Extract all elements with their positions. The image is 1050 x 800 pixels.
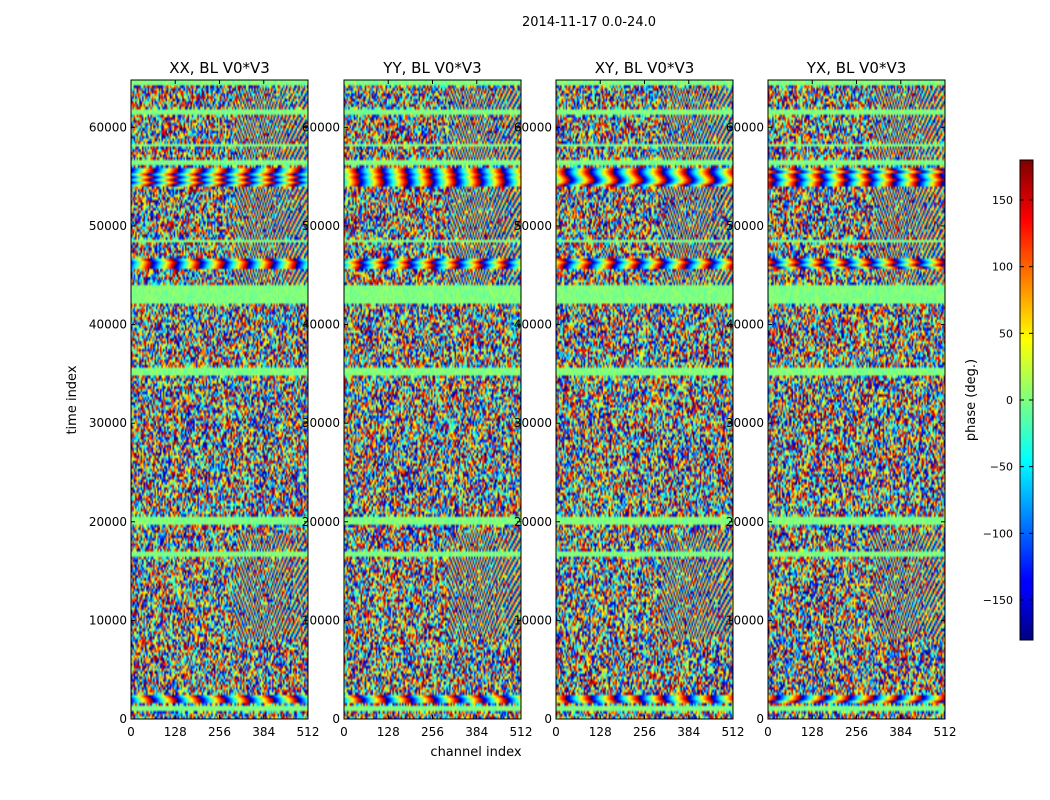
phase-heatmap-yx bbox=[768, 80, 945, 719]
x-tick-label: 512 bbox=[934, 725, 957, 739]
y-tick-label: 10000 bbox=[302, 613, 340, 627]
y-tick-label: 50000 bbox=[726, 219, 764, 233]
colorbar: −150 −100 −50 0 50 100 150 phase (deg.) bbox=[964, 159, 1034, 641]
x-tick-label: 384 bbox=[677, 725, 700, 739]
heatmap-panels: XX, BL V0*V3 0 128 256 384 512 0 10000 20000 3000… bbox=[89, 59, 957, 739]
colorbar-tick-label: −150 bbox=[983, 594, 1013, 607]
x-tick-label: 256 bbox=[208, 725, 231, 739]
y-tick-label: 50000 bbox=[89, 219, 127, 233]
colorbar-tick-label: −50 bbox=[990, 461, 1013, 474]
y-tick-label: 20000 bbox=[726, 515, 764, 529]
x-tick-label: 128 bbox=[164, 725, 187, 739]
y-tick-label: 0 bbox=[119, 712, 127, 726]
x-tick-label: 512 bbox=[722, 725, 745, 739]
y-tick-label: 60000 bbox=[514, 120, 552, 134]
y-axis-label: time index bbox=[65, 365, 80, 434]
y-tick-label: 40000 bbox=[726, 318, 764, 332]
colorbar-tick-label: −100 bbox=[983, 527, 1013, 540]
x-tick-label: 384 bbox=[465, 725, 488, 739]
panel-title: XY, BL V0*V3 bbox=[595, 59, 695, 77]
y-tick-label: 30000 bbox=[89, 416, 127, 430]
x-tick-label: 0 bbox=[552, 725, 560, 739]
phase-heatmap-yy bbox=[344, 80, 521, 719]
colorbar-label: phase (deg.) bbox=[964, 359, 979, 441]
y-tick-label: 60000 bbox=[302, 120, 340, 134]
colorbar-tick-label: 100 bbox=[992, 261, 1013, 274]
y-tick-label: 0 bbox=[332, 712, 340, 726]
phase-heatmap-xx bbox=[131, 80, 308, 719]
panel-title: YY, BL V0*V3 bbox=[382, 59, 481, 77]
y-tick-label: 60000 bbox=[726, 120, 764, 134]
figure-suptitle: 2014-11-17 0.0-24.0 bbox=[522, 15, 656, 30]
colorbar-tick-label: 150 bbox=[992, 194, 1013, 207]
panel-yx: YX, BL V0*V3 0 128 256 384 512 0 10000 20000 3000… bbox=[726, 59, 957, 739]
panel-title: XX, BL V0*V3 bbox=[169, 59, 270, 77]
x-tick-label: 384 bbox=[252, 725, 275, 739]
y-tick-label: 40000 bbox=[302, 318, 340, 332]
colorbar-tick-label: 0 bbox=[1006, 394, 1013, 407]
x-tick-label: 512 bbox=[297, 725, 320, 739]
panel-xx: XX, BL V0*V3 0 128 256 384 512 0 10000 20000 3000… bbox=[89, 59, 320, 739]
y-tick-label: 30000 bbox=[302, 416, 340, 430]
x-tick-label: 128 bbox=[589, 725, 612, 739]
y-tick-label: 0 bbox=[544, 712, 552, 726]
colorbar-ticks: −150 −100 −50 0 50 100 150 bbox=[983, 194, 1033, 607]
x-tick-label: 384 bbox=[889, 725, 912, 739]
y-tick-label: 0 bbox=[756, 712, 764, 726]
x-tick-label: 256 bbox=[421, 725, 444, 739]
y-tick-label: 20000 bbox=[302, 515, 340, 529]
y-tick-label: 40000 bbox=[89, 318, 127, 332]
colorbar-tick-label: 50 bbox=[999, 327, 1013, 340]
panel-xy: XY, BL V0*V3 0 128 256 384 512 0 10000 20000 3000… bbox=[514, 59, 745, 739]
y-tick-label: 30000 bbox=[726, 416, 764, 430]
y-tick-label: 40000 bbox=[514, 318, 552, 332]
x-tick-label: 0 bbox=[340, 725, 348, 739]
y-tick-label: 10000 bbox=[726, 613, 764, 627]
y-tick-label: 50000 bbox=[514, 219, 552, 233]
y-tick-label: 30000 bbox=[514, 416, 552, 430]
panel-yy: YY, BL V0*V3 0 128 256 384 512 0 10000 20000 3000… bbox=[302, 59, 533, 739]
x-tick-label: 128 bbox=[377, 725, 400, 739]
y-tick-label: 60000 bbox=[89, 120, 127, 134]
x-axis-label: channel index bbox=[430, 745, 521, 760]
y-tick-label: 20000 bbox=[514, 515, 552, 529]
panel-title: YX, BL V0*V3 bbox=[806, 59, 907, 77]
x-tick-label: 0 bbox=[127, 725, 135, 739]
y-tick-label: 10000 bbox=[514, 613, 552, 627]
y-tick-label: 20000 bbox=[89, 515, 127, 529]
x-tick-label: 256 bbox=[845, 725, 868, 739]
x-tick-label: 128 bbox=[801, 725, 824, 739]
x-tick-label: 0 bbox=[764, 725, 772, 739]
x-tick-label: 256 bbox=[633, 725, 656, 739]
phase-heatmap-xy bbox=[556, 80, 733, 719]
y-tick-label: 50000 bbox=[302, 219, 340, 233]
y-tick-label: 10000 bbox=[89, 613, 127, 627]
x-tick-label: 512 bbox=[510, 725, 533, 739]
